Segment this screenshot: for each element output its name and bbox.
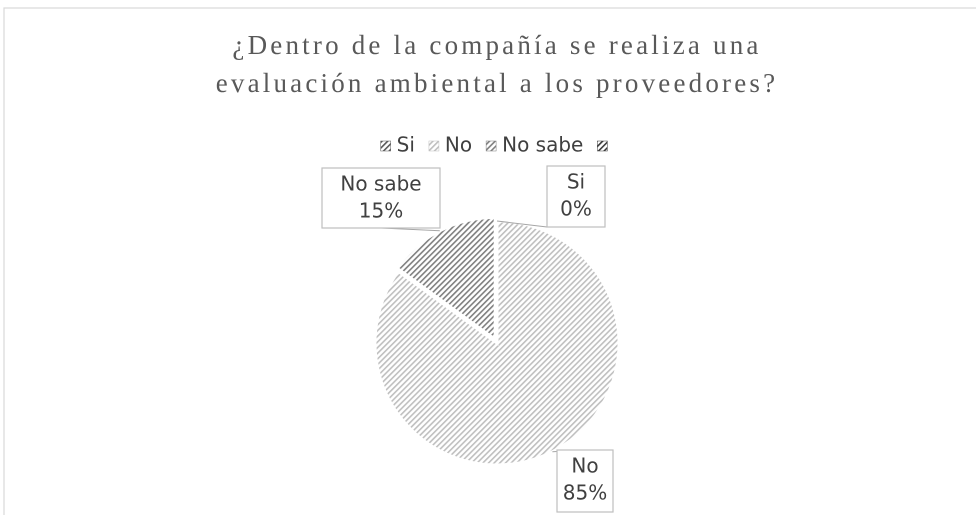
chart-title: evaluación ambiental a los proveedores? [216, 68, 779, 98]
legend-label: No [445, 133, 472, 157]
pie-slice [394, 215, 497, 343]
data-label-name: No sabe [340, 172, 421, 196]
label-box [556, 449, 614, 513]
data-label: 85% [563, 481, 607, 505]
data-label: 0% [560, 197, 592, 221]
data-label-name: No [571, 454, 598, 478]
label-box [546, 165, 606, 228]
legend-label: Si [397, 133, 415, 157]
legend-swatch [485, 140, 497, 152]
leader-line [496, 220, 548, 228]
legend: Si No No sabe [380, 133, 608, 157]
data-label-name: Si [567, 170, 585, 194]
label-box [321, 167, 441, 229]
legend-swatch [597, 140, 608, 152]
legend-swatch [380, 140, 391, 152]
chart-title: ¿Dentro de la compañía se realiza una [232, 30, 761, 60]
legend-label: No sabe [502, 133, 583, 157]
legend-swatch [428, 140, 440, 152]
data-label: 15% [359, 199, 403, 223]
